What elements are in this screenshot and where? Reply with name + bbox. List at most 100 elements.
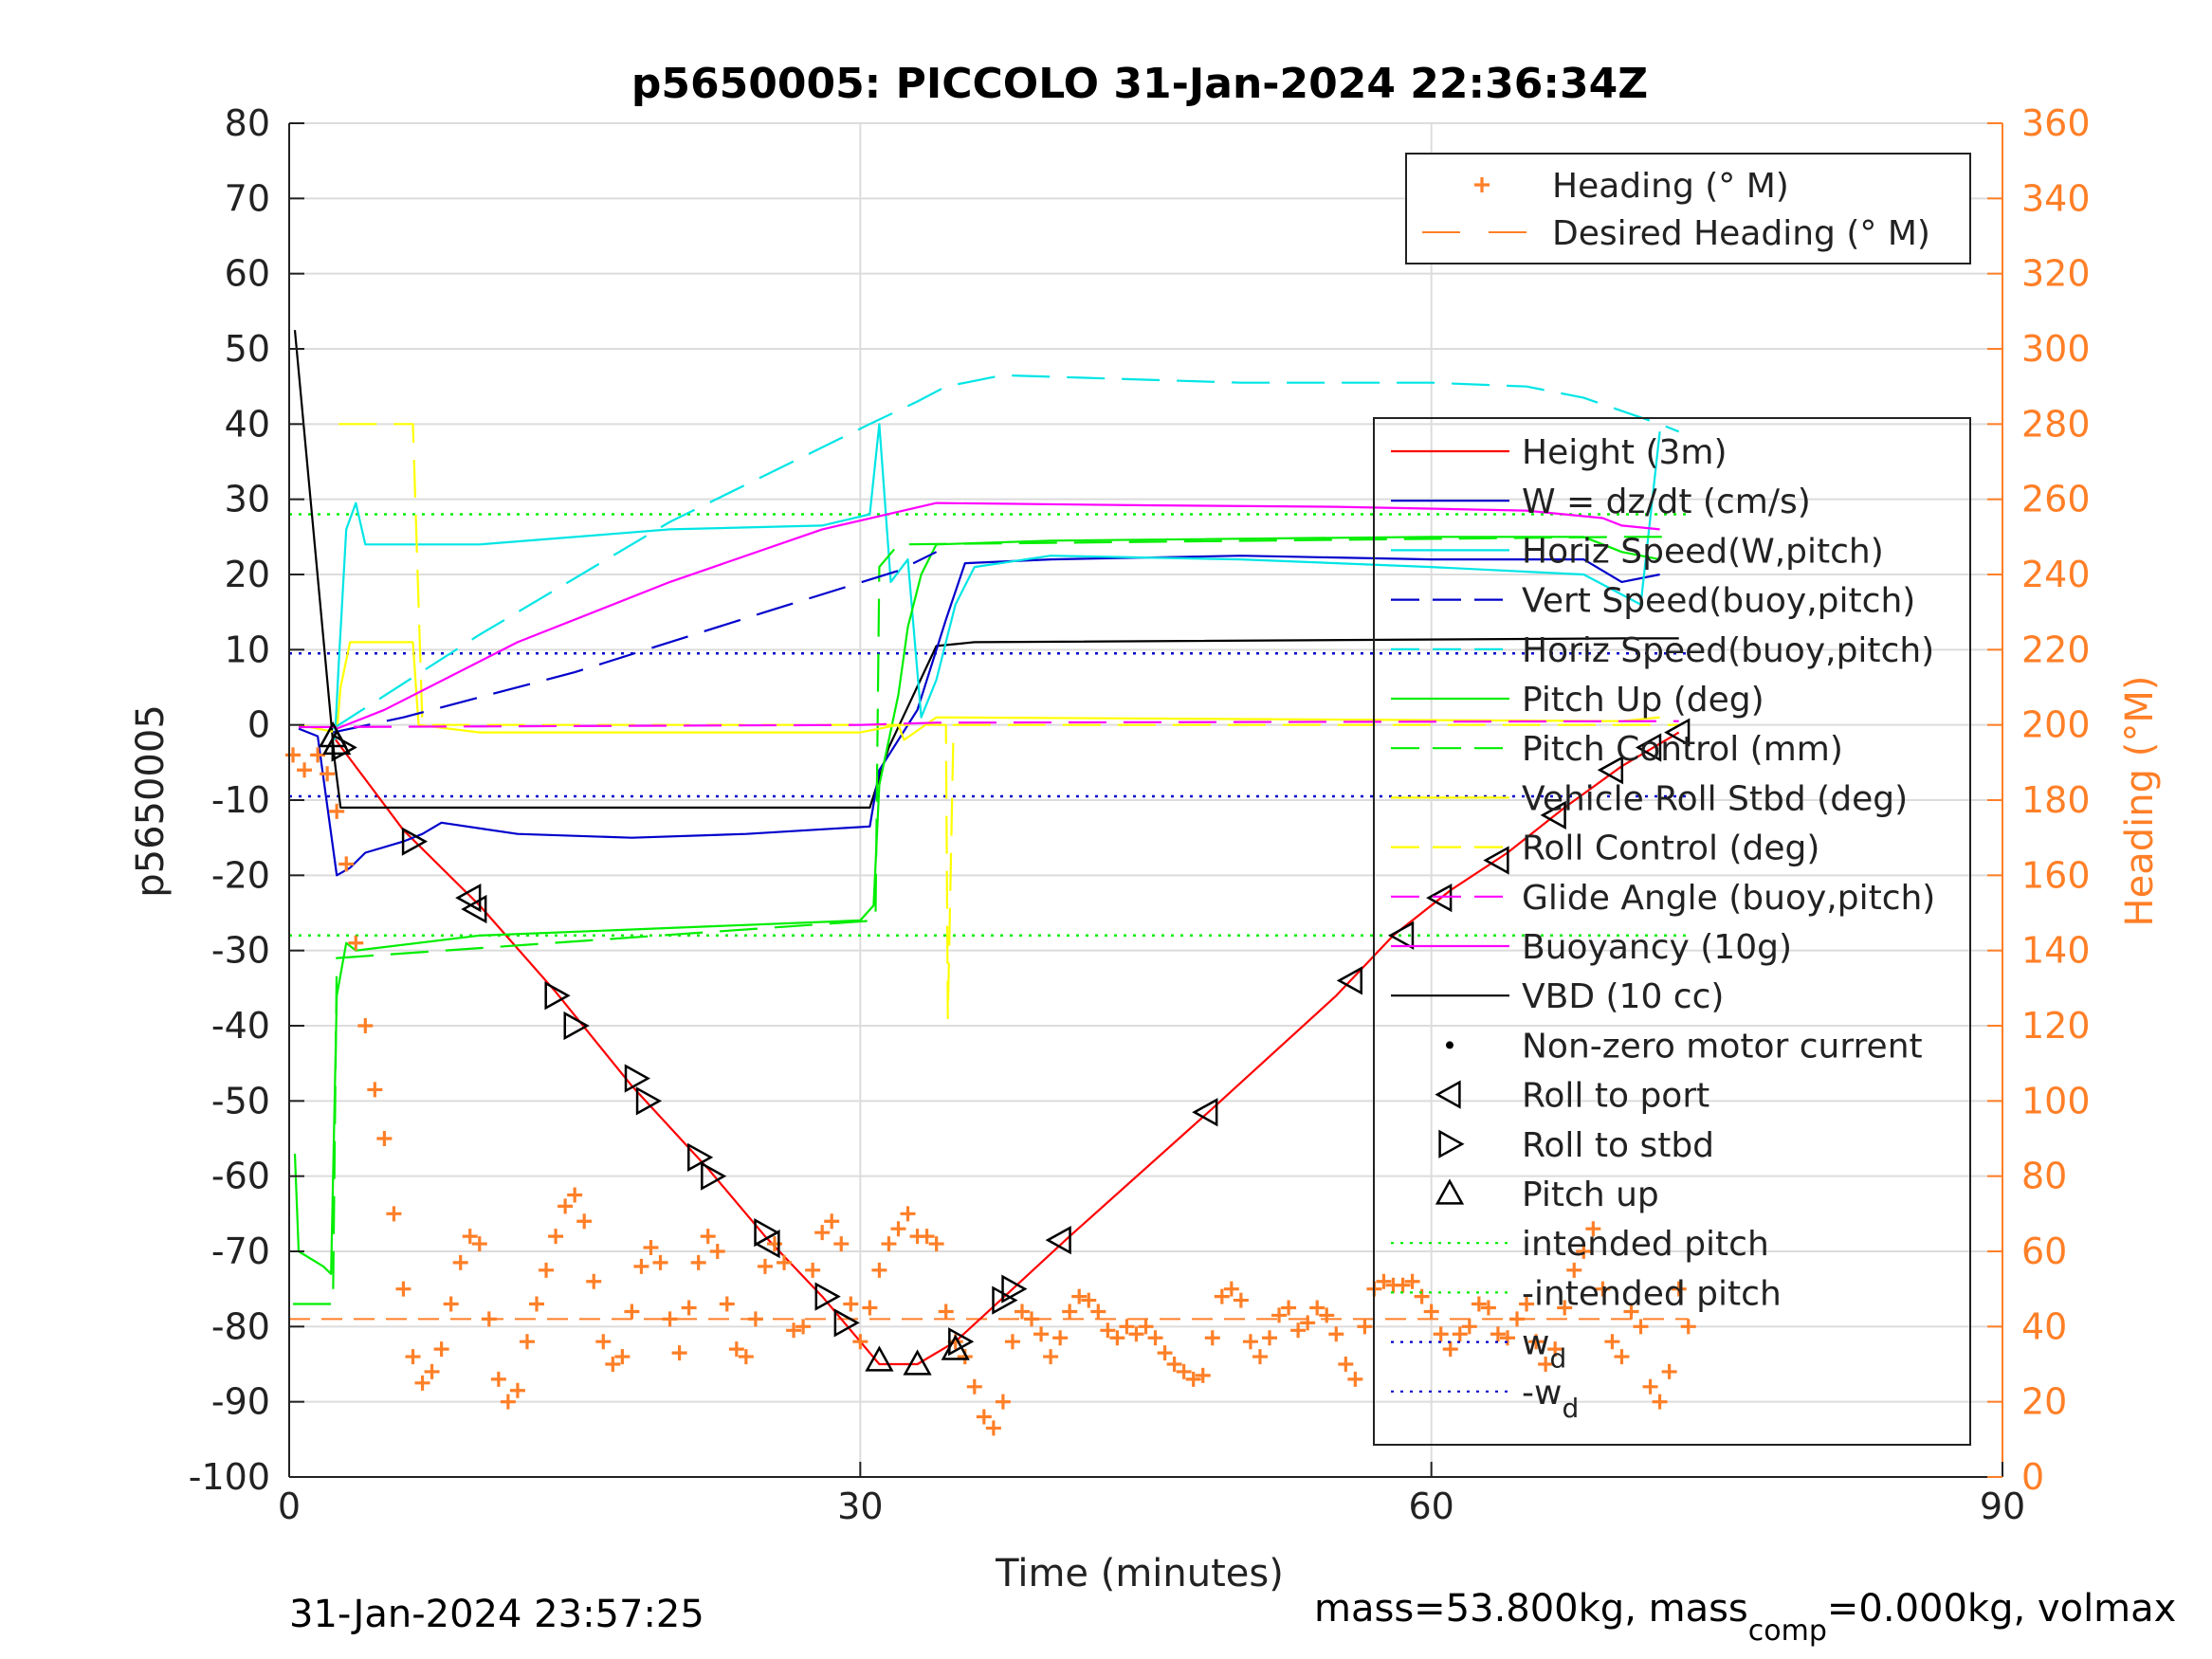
legend-label-subscript: d [1549,1343,1566,1375]
y-tick-label-right: 140 [2021,930,2091,972]
legend-label: Height (3m) [1522,433,1728,472]
heading-point [1062,1304,1078,1320]
heading-point [1519,1296,1535,1312]
legend-label: Non-zero motor current [1522,1027,1923,1066]
heading-point [871,1262,887,1278]
grid [288,122,2003,1478]
legend-label-text: Pitch Up (deg) [1522,681,1764,720]
heading-point [1271,1307,1288,1323]
heading-point [1509,1311,1526,1327]
heading-point [1157,1345,1173,1361]
heading-point [567,1187,583,1203]
y-tick-label-right: 260 [2021,479,2091,520]
heading-point [985,1420,1001,1436]
legend-label: Roll to stbd [1522,1126,1714,1165]
heading-point [1252,1349,1268,1365]
roll-port-marker [1635,733,1662,762]
heading-point [1357,1319,1373,1335]
legend-label-text: w [1522,1324,1549,1363]
heading-point [757,1258,773,1274]
y-tick-label-right: 220 [2021,629,2091,670]
y-axis-label-left: p5650005 [129,704,173,898]
pitch-up-marker [903,1349,932,1376]
series-pitch [293,536,1660,1275]
heading-point [1242,1334,1258,1350]
heading-point [1347,1371,1363,1387]
legend-label-text: Vert Speed(buoy,pitch) [1522,582,1915,621]
legend-label-text: -w [1522,1374,1562,1413]
heading-point [1547,1341,1563,1358]
heading-point [1204,1330,1220,1346]
heading-point [890,1221,906,1237]
heading-point [1585,1221,1601,1237]
roll-port-marker [1426,884,1453,913]
roll-stbd-marker [687,1142,714,1172]
heading-point [1452,1326,1468,1342]
y-tick-label-left: -50 [211,1080,270,1121]
y-tick-label-left: -10 [211,779,270,821]
y-tick-label-left: 0 [247,704,270,746]
heading-point [509,1382,525,1398]
heading-point [728,1341,744,1358]
series-buoyancy [336,501,1660,730]
footer-mass-info: mass=53.800kg, masscomp=0.000kg, volmax [1314,1587,2176,1648]
heading-point [1262,1330,1278,1346]
y-tick-label-left: 60 [225,253,270,295]
legend-label-text: Buoyancy (10g) [1522,928,1792,967]
heading-point [1576,1244,1592,1259]
series-layer [285,330,1696,1436]
legend-heading-box [1405,153,1971,264]
heading-point [529,1296,545,1312]
heading-point [1376,1273,1392,1289]
roll-port-marker [1597,756,1624,785]
y-tick-label-right: 80 [2021,1156,2067,1197]
y-tick-label-right: 160 [2021,854,2091,896]
heading-point [405,1349,421,1365]
roll-port-marker [1540,800,1566,830]
series-horiz_buoy [332,374,1680,730]
series-roll_control [338,423,1679,1020]
heading-point [490,1371,506,1387]
heading-point [966,1378,982,1395]
axes: 0 30 60 9080706050403020100-10-20-30-40-50-… [189,102,2091,1527]
roll-port-marker [455,884,482,913]
roll-stbd-marker [814,1282,841,1311]
y-tick-label-left: 70 [225,177,270,219]
legend-label: Roll to port [1522,1077,1709,1116]
series-vbd [293,330,1679,810]
legend-label-text: Roll Control (deg) [1522,830,1819,868]
legend-swatch-triangle [1435,1080,1461,1109]
y-tick-label-right: 20 [2021,1381,2067,1423]
legend-label-text: Horiz Speed(buoy,pitch) [1522,631,1934,670]
legend-swatch-dot [1446,1041,1453,1049]
roll-stbd-marker [701,1161,727,1191]
heading-point [1109,1330,1125,1346]
legend-label: W = dz/dt (cm/s) [1522,483,1811,521]
heading-point [329,803,345,819]
heading-point [1147,1330,1163,1346]
heading-point [1595,1281,1611,1297]
roll-port-marker [1483,846,1509,875]
heading-point [481,1311,497,1327]
heading-point [1014,1304,1030,1320]
heading-point [777,1254,793,1270]
heading-point [633,1258,649,1274]
legend-label-text: VBD (10 cc) [1522,977,1724,1016]
heading-point [700,1229,716,1245]
series-roll [298,641,1660,741]
heading-point [805,1262,821,1278]
heading-point [1404,1273,1420,1289]
heading-point [1300,1315,1316,1331]
y-tick-label-right: 0 [2021,1456,2044,1498]
x-tick-label: 0 [278,1486,301,1527]
heading-point [1052,1330,1069,1346]
roll-stbd-marker [563,1011,590,1041]
y-tick-label-left: 10 [225,629,270,670]
heading-point [1119,1319,1135,1335]
heading-point [1338,1357,1354,1372]
heading-point [995,1394,1011,1410]
heading-point [1319,1307,1335,1323]
heading-point [576,1213,593,1230]
roll-port-marker [1387,921,1415,950]
heading-point [690,1254,706,1270]
